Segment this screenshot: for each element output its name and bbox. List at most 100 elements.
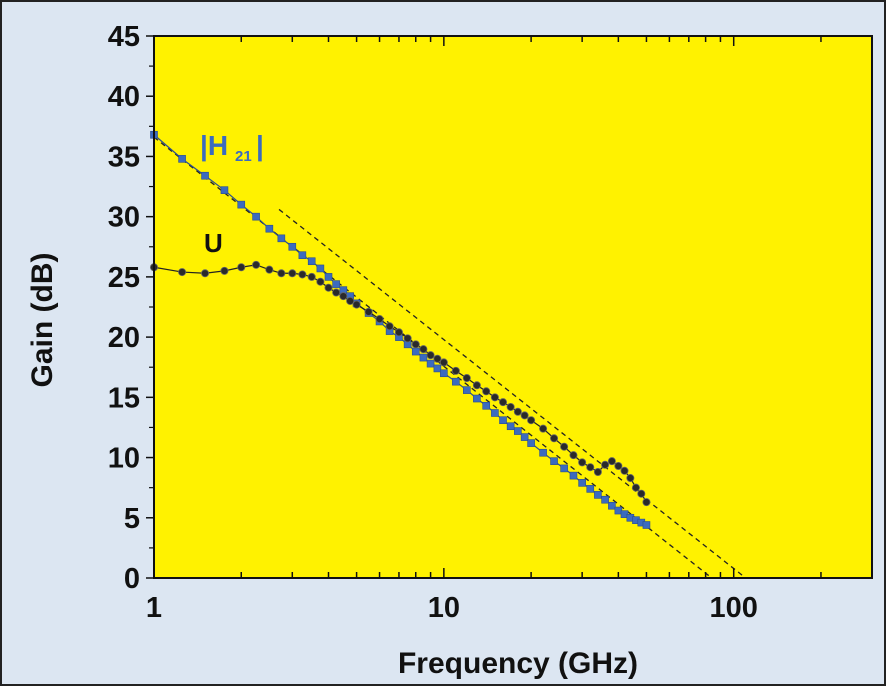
u-point (394, 328, 403, 337)
y-axis-ticks: 0 5 10 15 20 25 30 35 40 45 (108, 21, 154, 595)
u-point (237, 263, 246, 272)
u-point (637, 489, 646, 498)
h21-point (506, 422, 515, 431)
h21-point (514, 427, 522, 435)
u-point (277, 269, 286, 278)
h21-point (642, 521, 651, 529)
h21-point (586, 485, 595, 493)
y-tick-label: 40 (108, 81, 140, 113)
h21-point (252, 212, 260, 221)
u-point (439, 358, 448, 367)
h21-point (491, 409, 499, 417)
u-point (316, 277, 325, 286)
u-point (298, 270, 307, 279)
u-point (626, 474, 635, 483)
h21-point (578, 479, 586, 487)
x-tick-label: 1 (146, 592, 162, 624)
h21-subscript: 21 (235, 148, 252, 165)
u-point (614, 461, 623, 470)
u-series (149, 260, 651, 507)
u-point (499, 398, 508, 407)
u-point (426, 351, 435, 360)
y-tick-label: 5 (124, 503, 140, 535)
u-point (288, 269, 297, 278)
h21-label: |H (200, 130, 228, 161)
y-tick-label: 30 (108, 202, 140, 234)
u-point (607, 457, 616, 466)
u-point (550, 434, 559, 443)
h21-point (307, 257, 316, 266)
h21-point (550, 457, 558, 465)
h21-point (608, 501, 616, 510)
h21-point (316, 264, 325, 273)
h21-point (201, 171, 209, 180)
u-point (560, 442, 569, 451)
y-tick-label: 15 (108, 382, 140, 414)
h21-point (539, 448, 547, 457)
u-point (578, 458, 587, 467)
u-point (506, 402, 515, 411)
u-point (339, 292, 348, 301)
u-point (462, 374, 471, 383)
y-tick-label: 35 (108, 141, 140, 173)
y-tick-label: 45 (108, 21, 140, 53)
u-point (620, 466, 629, 475)
x-tick-label: 10 (428, 592, 460, 624)
u-point (601, 460, 610, 469)
h21-point (265, 224, 274, 233)
plot-area (154, 36, 872, 578)
reference-line-2 (278, 208, 747, 579)
h21-point (298, 251, 307, 260)
u-point (220, 266, 229, 275)
x-axis-ticks: 1 10 100 (146, 36, 873, 624)
u-annotation: U (204, 228, 223, 258)
h21-point (426, 359, 435, 368)
u-point (539, 424, 548, 433)
h21-series (150, 130, 651, 529)
h21-point (560, 464, 568, 473)
h21-point (473, 394, 481, 403)
h21-point (419, 353, 428, 362)
h21-point (332, 280, 340, 288)
u-point (352, 300, 361, 309)
x-axis-title: Frequency (GHz) (398, 647, 638, 680)
h21-point (411, 347, 420, 356)
u-point (265, 265, 274, 274)
h21-annotation: |H 21 | (200, 130, 264, 165)
u-point (364, 307, 373, 316)
h21-point (594, 491, 602, 499)
u-point (252, 260, 261, 269)
u-point (451, 366, 460, 375)
u-point (631, 483, 640, 492)
u-point (375, 315, 384, 324)
h21-point (324, 273, 333, 281)
y-tick-label: 25 (108, 262, 140, 294)
h21-point (237, 200, 246, 209)
x-tick-label: 100 (710, 592, 758, 624)
h21-label-close-bar: | (256, 130, 264, 161)
u-point (201, 269, 210, 278)
u-point (513, 407, 522, 416)
u-point (642, 498, 651, 507)
h21-point (440, 369, 448, 378)
u-point (332, 288, 341, 297)
u-point (482, 387, 491, 396)
u-point (178, 268, 187, 277)
u-point (385, 322, 394, 331)
u-point (324, 283, 333, 292)
h21-point (601, 495, 609, 504)
h21-point (569, 471, 578, 480)
u-point (520, 411, 529, 420)
u-point (472, 381, 481, 390)
u-point (346, 296, 355, 305)
u-point (586, 463, 595, 472)
u-point (403, 334, 412, 343)
h21-point (178, 155, 186, 163)
h21-point (220, 186, 229, 194)
u-point (569, 451, 578, 460)
h21-point (277, 234, 286, 243)
h21-point (527, 439, 535, 447)
